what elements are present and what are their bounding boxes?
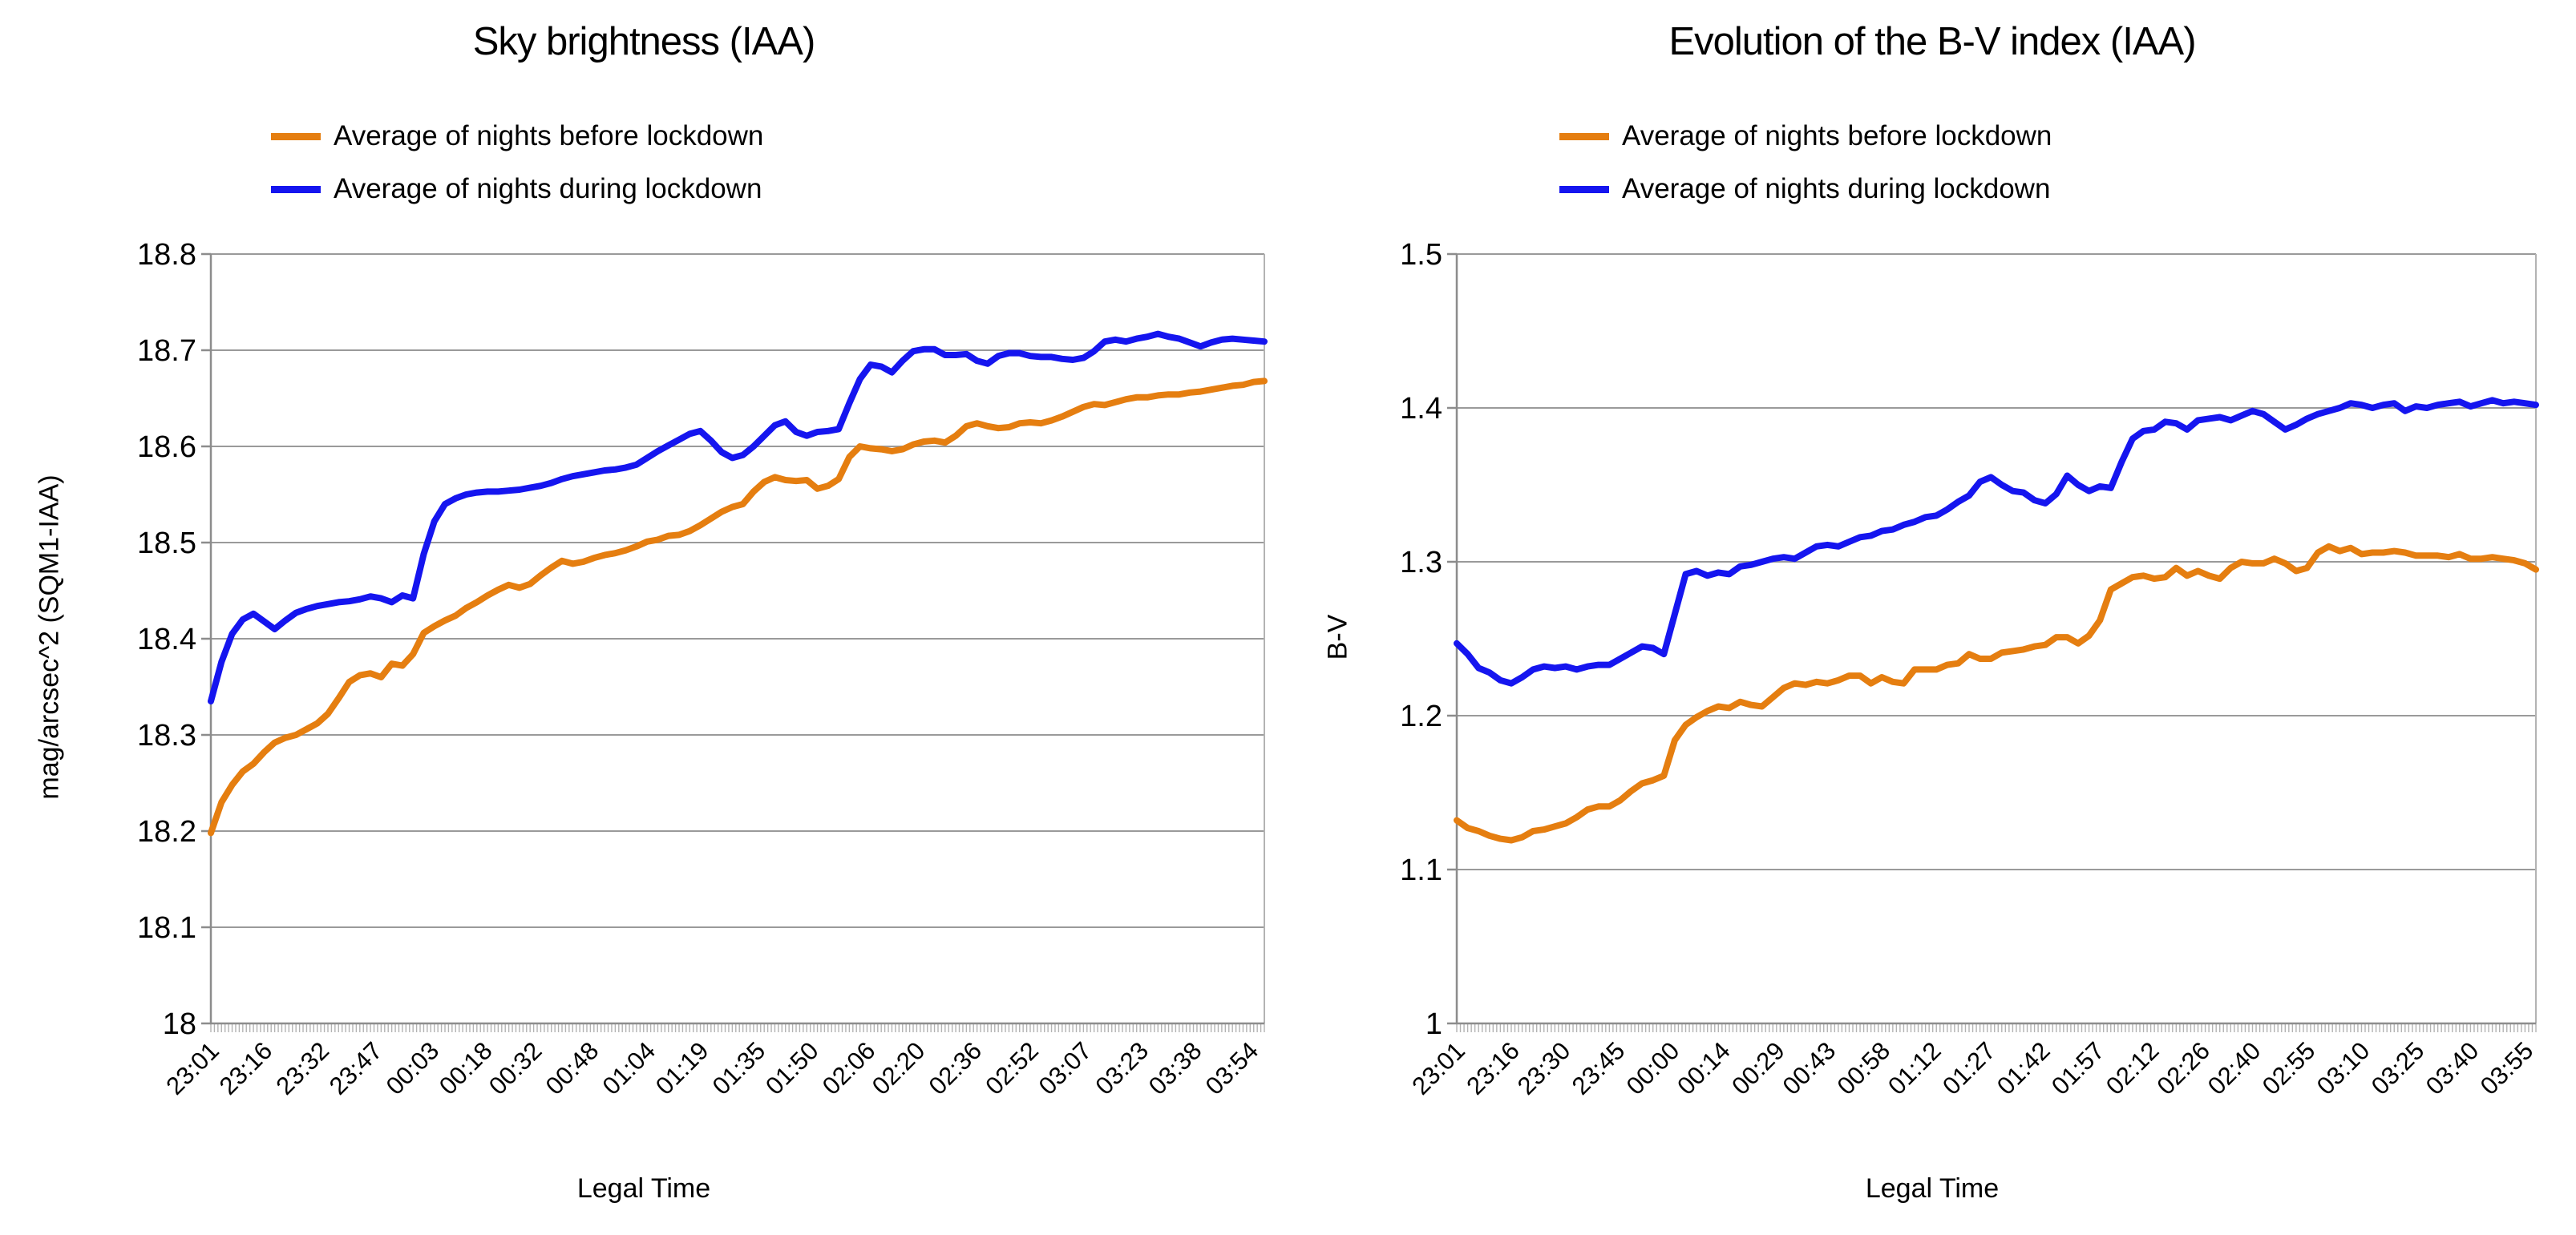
x-tick-label: 02:26 bbox=[2151, 1036, 2215, 1100]
legend-item-during-lockdown: Average of nights during lockdown bbox=[271, 172, 763, 207]
x-tick-label: 00:32 bbox=[483, 1036, 548, 1100]
x-tick-label: 00:18 bbox=[434, 1036, 498, 1100]
y-tick-label: 18.7 bbox=[137, 334, 196, 368]
bv-index-chart: Evolution of the B-V index (IAA) Average… bbox=[1288, 0, 2576, 1235]
x-tick-label: 01:27 bbox=[1937, 1036, 2001, 1100]
series-line-before-lockdown bbox=[208, 377, 1268, 837]
x-tick-label: 00:03 bbox=[381, 1036, 445, 1100]
legend-swatch-before-lockdown bbox=[271, 132, 321, 140]
x-tick-label: 23:32 bbox=[270, 1036, 334, 1100]
x-tick-label: 03:23 bbox=[1090, 1036, 1154, 1100]
y-tick-label: 1.3 bbox=[1400, 546, 1442, 579]
legend: Average of nights before lockdown Averag… bbox=[1559, 119, 2052, 224]
legend: Average of nights before lockdown Averag… bbox=[271, 119, 763, 224]
legend-label: Average of nights during lockdown bbox=[334, 173, 762, 204]
x-tick-label: 03:25 bbox=[2366, 1036, 2430, 1100]
sky-brightness-chart: Sky brightness (IAA) Average of nights b… bbox=[34, 20, 1268, 1204]
y-tick-label: 1.2 bbox=[1400, 700, 1442, 733]
y-tick-label: 18.6 bbox=[137, 430, 196, 464]
legend-item-before-lockdown: Average of nights before lockdown bbox=[271, 119, 763, 154]
x-tick-label: 00:14 bbox=[1672, 1036, 1736, 1100]
x-tick-label: 01:04 bbox=[597, 1036, 661, 1100]
x-tick-label: 00:00 bbox=[1621, 1036, 1685, 1100]
x-tick-label: 01:35 bbox=[707, 1036, 771, 1100]
x-tick-label: 00:29 bbox=[1726, 1036, 1790, 1100]
y-tick-label: 18.8 bbox=[137, 238, 196, 272]
x-tick-label: 01:57 bbox=[2046, 1036, 2110, 1100]
series-line-during-lockdown bbox=[1454, 397, 2539, 687]
legend-swatch-during-lockdown bbox=[1559, 185, 1609, 193]
legend-swatch-before-lockdown bbox=[1559, 132, 1609, 140]
x-tick-label: 03:07 bbox=[1033, 1036, 1098, 1100]
legend-label: Average of nights before lockdown bbox=[334, 120, 764, 151]
series-line-during-lockdown bbox=[208, 330, 1268, 704]
x-tick-label: 02:12 bbox=[2101, 1036, 2165, 1100]
y-tick-label: 18.5 bbox=[137, 527, 196, 560]
x-tick-label: 23:16 bbox=[214, 1036, 278, 1100]
x-tick-label: 02:52 bbox=[980, 1036, 1044, 1100]
x-axis-title: Legal Time bbox=[1865, 1173, 2000, 1204]
sky-brightness-plot-area: 18.818.718.618.518.418.318.218.11823:012… bbox=[137, 238, 1268, 1100]
legend-item-before-lockdown: Average of nights before lockdown bbox=[1559, 119, 2052, 154]
x-tick-label: 00:48 bbox=[540, 1036, 605, 1100]
x-tick-label: 23:16 bbox=[1461, 1036, 1525, 1100]
chart-title: Evolution of the B-V index (IAA) bbox=[1668, 20, 2196, 63]
y-tick-label: 18.4 bbox=[137, 623, 196, 656]
x-tick-label: 03:55 bbox=[2475, 1036, 2539, 1100]
x-tick-label: 03:10 bbox=[2311, 1036, 2376, 1100]
x-tick-label: 23:01 bbox=[160, 1036, 224, 1100]
y-tick-label: 1 bbox=[1425, 1007, 1442, 1041]
legend-item-during-lockdown: Average of nights during lockdown bbox=[1559, 172, 2052, 207]
chart-title: Sky brightness (IAA) bbox=[472, 20, 816, 63]
x-axis-title: Legal Time bbox=[576, 1173, 711, 1204]
y-tick-label: 18.3 bbox=[137, 719, 196, 753]
bv-index-plot-area: 1.5 1.4 1.3 1.2 1.1 123:0123:1623:3023:4500:0… bbox=[1400, 238, 2539, 1100]
x-tick-label: 00:43 bbox=[1777, 1036, 1842, 1100]
x-tick-label: 00:58 bbox=[1832, 1036, 1896, 1100]
y-tick-label: 18.1 bbox=[137, 911, 196, 945]
legend-swatch-during-lockdown bbox=[271, 185, 321, 193]
legend-label: Average of nights before lockdown bbox=[1622, 120, 2052, 151]
x-tick-label: 23:30 bbox=[1512, 1036, 1576, 1100]
x-tick-label: 01:42 bbox=[1992, 1036, 2056, 1100]
x-tick-label: 02:55 bbox=[2257, 1036, 2321, 1100]
y-tick-label: 1.1 bbox=[1400, 854, 1442, 887]
y-tick-label: 1.5 bbox=[1400, 238, 1442, 272]
y-tick-label: 1.4 bbox=[1400, 392, 1442, 426]
x-tick-label: 02:36 bbox=[924, 1036, 988, 1100]
x-tick-label: 01:19 bbox=[650, 1036, 714, 1100]
x-tick-label: 23:01 bbox=[1406, 1036, 1470, 1100]
x-tick-label: 03:54 bbox=[1200, 1036, 1264, 1100]
series-line-before-lockdown bbox=[1454, 543, 2539, 844]
x-tick-label: 03:38 bbox=[1143, 1036, 1207, 1100]
x-tick-label: 03:40 bbox=[2420, 1036, 2485, 1100]
x-tick-label: 23:47 bbox=[324, 1036, 388, 1100]
y-tick-label: 18 bbox=[163, 1007, 196, 1041]
x-tick-label: 02:20 bbox=[867, 1036, 931, 1100]
x-tick-label: 01:12 bbox=[1882, 1036, 1947, 1100]
legend-label: Average of nights during lockdown bbox=[1622, 173, 2051, 204]
x-tick-label: 02:40 bbox=[2202, 1036, 2267, 1100]
y-tick-label: 18.2 bbox=[137, 815, 196, 849]
x-tick-label: 01:50 bbox=[760, 1036, 824, 1100]
x-tick-label: 23:45 bbox=[1567, 1036, 1631, 1100]
x-tick-label: 02:06 bbox=[817, 1036, 881, 1100]
